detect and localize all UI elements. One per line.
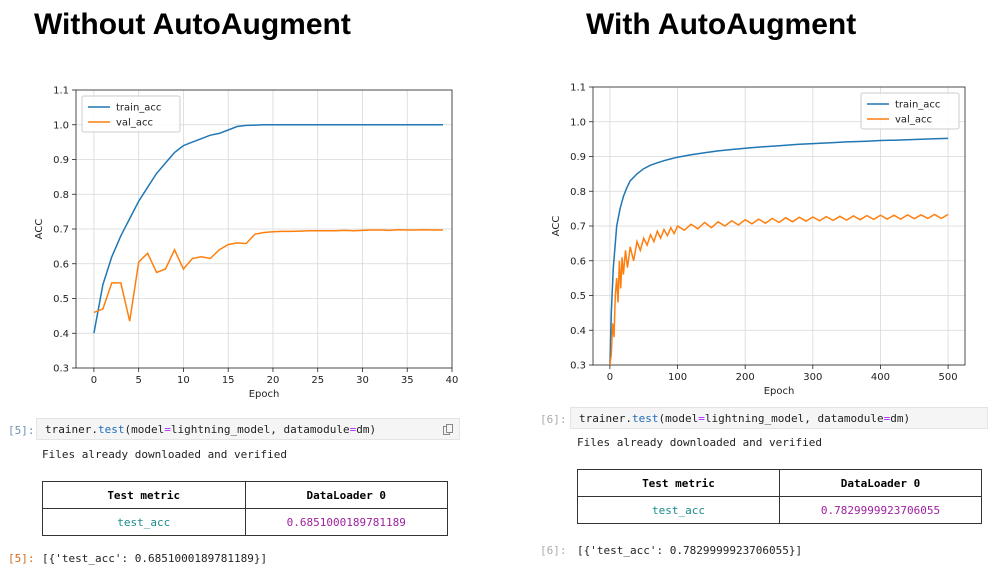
- chart-with-autoaugment: 0 100 200 300 400 500 0.3 0.4 0.5 0.6 0.7 0.8 0.9 1.0…: [545, 75, 975, 409]
- test-metric-table: Test metric DataLoader 0 test_acc 0.685100…: [42, 481, 448, 536]
- series-line-train-acc: [609, 137, 949, 366]
- code-equals: =: [349, 423, 357, 436]
- y-tick-label: 0.4: [570, 326, 586, 337]
- x-tick-label: 25: [311, 375, 324, 386]
- code-arg2: lightning_model, datamodule: [170, 423, 350, 436]
- x-tick-label: 100: [668, 372, 687, 383]
- code-object: trainer.: [45, 423, 98, 436]
- code-arg2: lightning_model, datamodule: [704, 412, 884, 425]
- table-cell-metric: test_acc: [577, 496, 780, 524]
- x-tick-label: 500: [939, 372, 958, 383]
- legend-label: val_acc: [895, 115, 932, 126]
- x-tick-label: 35: [401, 375, 414, 386]
- y-tick-label: 1.0: [53, 120, 69, 131]
- y-tick-label: 0.6: [53, 259, 69, 270]
- table-cell-value: 0.6851000189781189: [244, 508, 448, 536]
- x-tick-label: 300: [803, 372, 822, 383]
- code-equals: =: [883, 412, 891, 425]
- x-tick-label: 5: [135, 375, 141, 386]
- table-header-metric: Test metric: [577, 469, 780, 497]
- x-tick-label: 30: [356, 375, 369, 386]
- x-axis-label: Epoch: [249, 389, 280, 400]
- x-axis-label: Epoch: [764, 386, 795, 397]
- table-header-metric: Test metric: [42, 481, 246, 509]
- code-arg3: dm): [890, 412, 911, 425]
- heading-with-autoaugment: With AutoAugment: [586, 8, 857, 41]
- y-axis-label: ACC: [551, 216, 562, 237]
- y-tick-label: 0.8: [570, 187, 586, 198]
- x-tick-label: 10: [177, 375, 190, 386]
- series-line-train-acc: [93, 124, 443, 334]
- chart-with-autoaugment-svg: 0 100 200 300 400 500 0.3 0.4 0.5 0.6 0.7 0.8 0.9 1.0…: [551, 83, 966, 397]
- x-tick-label: 20: [267, 375, 280, 386]
- x-tick-label: 40: [446, 375, 459, 386]
- chart-without-autoaugment-svg: 0 5 10 15 20 25 30 35 40 0.3 0.4 0.5 0.6 0.7 0.8 0.9 1.0…: [34, 86, 459, 401]
- table-cell-metric: test_acc: [42, 508, 246, 536]
- y-tick-label: 0.8: [53, 190, 69, 201]
- x-tick-label: 0: [607, 372, 613, 383]
- result-prompt: [5]:: [8, 552, 35, 565]
- series-line-val-acc: [93, 228, 443, 322]
- y-tick-label: 0.9: [53, 155, 69, 166]
- code-equals: =: [698, 412, 705, 425]
- y-tick-label: 0.4: [53, 329, 69, 340]
- code-arg1: (model: [658, 412, 699, 425]
- y-tick-label: 0.5: [53, 294, 69, 305]
- y-tick-label: 1.1: [53, 86, 69, 97]
- stdout-text: Files already downloaded and verified: [577, 436, 823, 449]
- y-axis-label: ACC: [34, 219, 45, 240]
- result-text: [{'test_acc': 0.7829999923706055}]: [577, 544, 803, 557]
- legend-label: train_acc: [116, 103, 161, 114]
- x-tick-label: 200: [736, 372, 755, 383]
- y-tick-label: 0.7: [53, 225, 69, 236]
- code-function: test: [97, 423, 125, 436]
- cell-prompt: [5]:: [8, 424, 35, 437]
- code-cell[interactable]: trainer.test(model=lightning_model, data…: [36, 418, 460, 440]
- x-tick-label: 0: [91, 375, 97, 386]
- y-tick-label: 0.6: [570, 256, 586, 267]
- test-metric-table: Test metric DataLoader 0 test_acc 0.782999…: [577, 469, 982, 524]
- stdout-text: Files already downloaded and verified: [42, 448, 288, 461]
- result-prompt: [6]:: [540, 544, 567, 557]
- table-header-dataloader: DataLoader 0: [779, 469, 982, 497]
- y-tick-label: 0.3: [570, 361, 586, 372]
- legend-label: val_acc: [116, 118, 153, 129]
- y-tick-label: 0.9: [570, 152, 586, 163]
- table-header-dataloader: DataLoader 0: [244, 481, 448, 509]
- series-line-val-acc: [609, 213, 949, 366]
- y-tick-label: 0.7: [570, 222, 586, 233]
- x-tick-label: 15: [222, 375, 235, 386]
- legend-box: [81, 95, 181, 133]
- x-tick-label: 400: [871, 372, 890, 383]
- code-arg1: (model: [124, 423, 165, 436]
- heading-without-autoaugment: Without AutoAugment: [34, 8, 351, 41]
- cell-prompt: [6]:: [540, 413, 567, 426]
- code-equals: =: [164, 423, 171, 436]
- y-tick-label: 1.0: [570, 117, 586, 128]
- code-function: test: [631, 412, 659, 425]
- chart-without-autoaugment: 0 5 10 15 20 25 30 35 40 0.3 0.4 0.5 0.6 0.7 0.8 0.9 1.0…: [28, 78, 462, 412]
- y-tick-label: 0.5: [570, 291, 586, 302]
- result-text: [{'test_acc': 0.6851000189781189}]: [42, 552, 268, 565]
- code-arg3: dm): [356, 423, 377, 436]
- code-object: trainer.: [579, 412, 632, 425]
- legend-box: [860, 92, 960, 130]
- legend-label: train_acc: [895, 100, 940, 111]
- y-tick-label: 1.1: [570, 83, 586, 94]
- code-cell[interactable]: trainer.test(model=lightning_model, data…: [570, 407, 988, 429]
- y-tick-label: 0.3: [53, 364, 69, 375]
- table-cell-value: 0.7829999923706055: [779, 496, 982, 524]
- copy-icon[interactable]: [443, 424, 453, 435]
